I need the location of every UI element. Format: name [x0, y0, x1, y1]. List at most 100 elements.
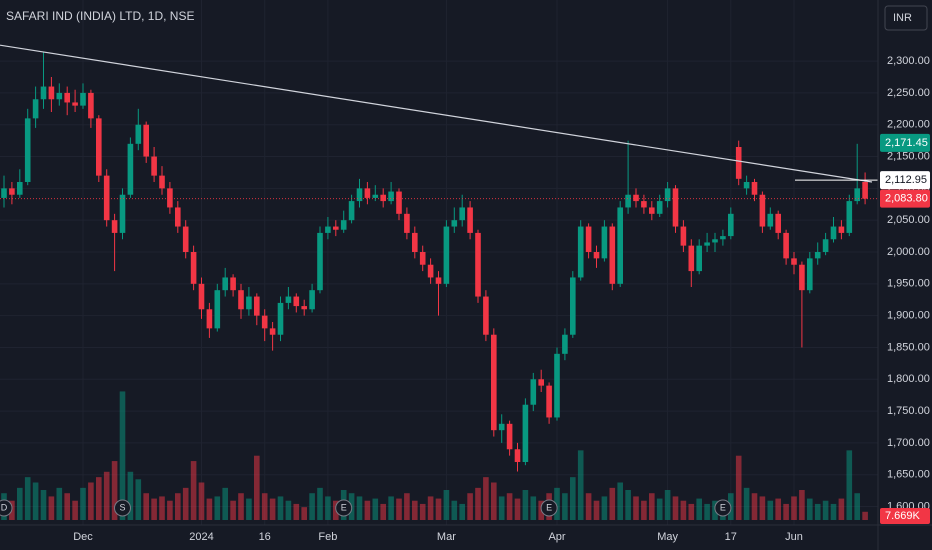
chart-title: SAFARI IND (INDIA) LTD, 1D, NSE [6, 9, 194, 23]
volume-bar [175, 493, 181, 520]
trendline [0, 44, 873, 183]
candle-body [846, 201, 853, 233]
candle-body [96, 118, 102, 176]
candle-body [498, 423, 505, 431]
candle-body [664, 188, 671, 202]
event-marker[interactable] [114, 499, 131, 517]
x-tick-label: May [657, 531, 678, 543]
candle-body [506, 423, 513, 450]
candle-body [775, 213, 781, 233]
volume-bar [48, 496, 55, 520]
volume-bar [111, 461, 118, 520]
y-tick-label: 2,300.00 [887, 55, 930, 67]
hline-label: 2,112.95 [885, 174, 927, 186]
candle-body [246, 296, 252, 310]
event-marker[interactable] [335, 499, 353, 517]
volume-bar [269, 498, 276, 520]
volume-bar [467, 493, 473, 520]
price-label-box [880, 189, 930, 208]
candle-body [182, 226, 189, 252]
candle-body [633, 194, 639, 202]
volume-bar [775, 498, 781, 520]
candle-body [64, 92, 70, 103]
volume-bar [380, 503, 386, 520]
volume-bar [743, 487, 750, 520]
candle-body [807, 258, 813, 291]
volume-bar [759, 496, 766, 520]
candle-body [656, 201, 663, 214]
volume-bar [822, 500, 829, 520]
y-tick-label: 1,750.00 [887, 405, 930, 417]
volume-bar [285, 500, 292, 520]
x-tick-label: Apr [548, 531, 565, 543]
volume-bar [64, 493, 70, 520]
volume-bar [656, 498, 663, 520]
candle-body [538, 379, 544, 386]
candle-body [743, 182, 750, 189]
volume-bar [767, 500, 774, 520]
candle-body [672, 188, 679, 227]
y-tick-label: 2,150.00 [887, 150, 930, 162]
event-marker[interactable] [0, 499, 13, 517]
volume-bar [103, 471, 110, 520]
candle-body [514, 449, 521, 462]
volume-bar [601, 496, 608, 520]
candle-body [32, 99, 39, 119]
volume-bar [80, 487, 86, 520]
volume-bar [830, 503, 837, 520]
volume-bar [190, 461, 197, 520]
candle-body [522, 404, 529, 462]
volume-bar [649, 493, 655, 520]
volume-bar [498, 496, 505, 520]
volume-bar [167, 500, 173, 520]
candle-body [356, 188, 363, 202]
volume-bar [491, 482, 497, 520]
volume-bar [443, 490, 450, 520]
candle-body [822, 239, 829, 252]
y-tick-label: 1,700.00 [887, 437, 930, 449]
candle-body [838, 226, 845, 233]
candle-body [277, 302, 284, 335]
volume-bar [554, 487, 560, 520]
event-marker[interactable] [540, 499, 558, 517]
volume-bar [412, 500, 418, 520]
candle-body [491, 334, 497, 431]
candle-body [380, 194, 386, 202]
candle-body [261, 315, 268, 329]
volume-bar [751, 493, 758, 520]
volume-bar [688, 503, 695, 520]
volume-bar [206, 498, 213, 520]
currency[interactable]: INR [893, 12, 912, 24]
candle-body [601, 226, 608, 259]
candle-body [696, 245, 702, 272]
event-label: E [720, 502, 726, 512]
volume-bar [585, 493, 592, 520]
x-tick-label: Jun [785, 531, 803, 543]
volume-bar [562, 493, 568, 520]
volume-bar [40, 490, 47, 520]
candle-body [317, 232, 323, 291]
volume-bar [570, 477, 576, 520]
event-marker[interactable] [714, 499, 732, 517]
candle-body [751, 182, 758, 195]
volume-bar [230, 500, 236, 520]
volume-label: 7.669K [885, 510, 921, 522]
volume-bar [32, 482, 39, 520]
volume-bar [317, 487, 323, 520]
currency-button[interactable] [884, 5, 928, 31]
candle-body [862, 182, 868, 199]
candle-body [135, 124, 142, 144]
volume-bar [198, 482, 205, 520]
candle-body [151, 156, 157, 176]
price-label-box [880, 133, 930, 152]
candle-body [206, 309, 213, 329]
candle-body [404, 213, 410, 233]
volume-bar [159, 496, 165, 520]
candle-body [24, 118, 31, 182]
volume-bar [814, 503, 821, 520]
volume-bar [135, 479, 142, 520]
price-label: 2,171.45 [885, 137, 928, 149]
candle-body [625, 194, 631, 208]
volume-bar [72, 500, 78, 520]
candle-body [127, 143, 134, 195]
